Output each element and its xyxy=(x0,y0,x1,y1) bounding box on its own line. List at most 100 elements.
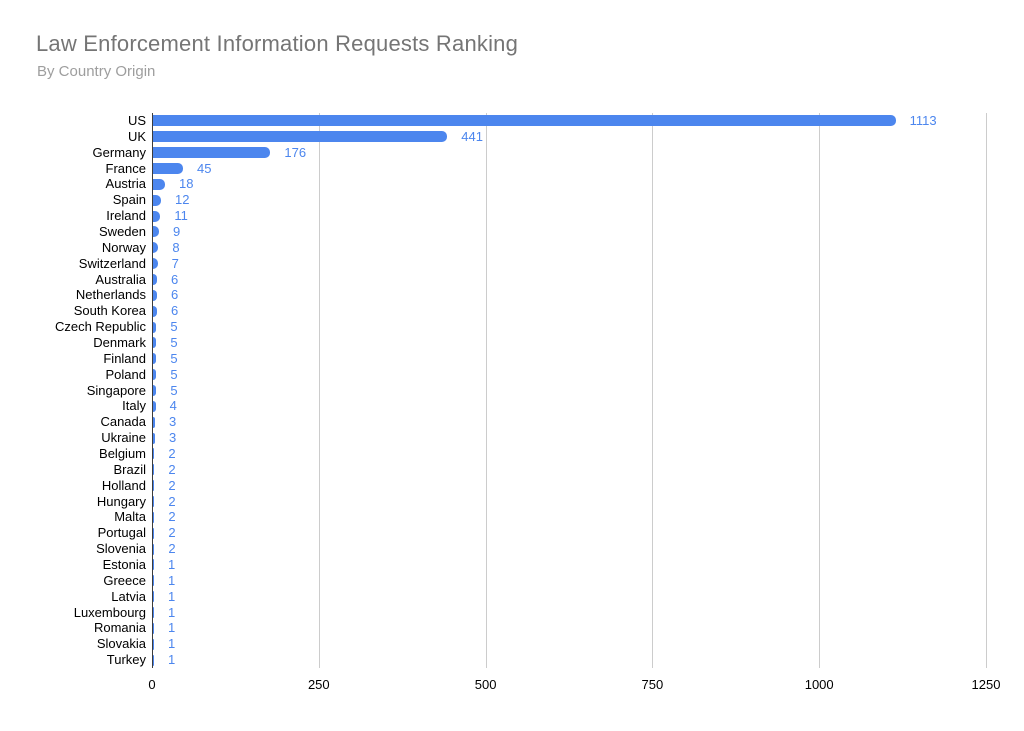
category-label: Singapore xyxy=(86,382,146,398)
bar xyxy=(153,448,155,460)
category-label: Portugal xyxy=(97,525,146,541)
category-label: Switzerland xyxy=(78,255,146,271)
bar xyxy=(153,242,159,254)
category-label: Ukraine xyxy=(101,430,146,446)
bar xyxy=(153,115,896,127)
value-label: 5 xyxy=(170,366,178,382)
category-label: Latvia xyxy=(111,588,146,604)
chart-title: Law Enforcement Information Requests Ran… xyxy=(36,31,519,56)
value-label: 1 xyxy=(168,620,176,636)
bar xyxy=(153,416,155,428)
value-label: 1 xyxy=(168,572,176,588)
bar xyxy=(153,210,161,222)
category-label: Netherlands xyxy=(75,287,146,303)
bar xyxy=(153,511,155,523)
category-label: Brazil xyxy=(113,461,146,477)
bar xyxy=(153,496,155,507)
value-label: 9 xyxy=(173,223,181,239)
category-label: Ireland xyxy=(106,208,146,224)
bar xyxy=(153,480,155,492)
category-label: Australia xyxy=(95,271,146,287)
value-label: 1 xyxy=(168,636,176,652)
x-gridline xyxy=(819,113,821,668)
bar xyxy=(153,575,154,587)
value-label: 3 xyxy=(169,414,177,430)
category-label: Czech Republic xyxy=(54,319,146,335)
category-label: Hungary xyxy=(96,493,146,509)
bar xyxy=(153,638,154,650)
bar xyxy=(153,385,157,396)
x-axis-tick-label: 750 xyxy=(641,677,664,692)
bar xyxy=(153,464,155,476)
value-label: 2 xyxy=(168,509,176,525)
value-label: 4 xyxy=(169,398,177,414)
bar xyxy=(153,258,158,270)
value-label: 2 xyxy=(168,525,176,541)
category-label: UK xyxy=(127,128,146,144)
value-label: 1 xyxy=(168,604,176,620)
value-label: 5 xyxy=(170,382,178,398)
bar xyxy=(153,194,161,206)
category-label: Turkey xyxy=(106,652,146,668)
x-axis-tick-label: 1250 xyxy=(971,677,1001,692)
category-label: Slovakia xyxy=(96,636,146,652)
bar xyxy=(153,559,154,571)
value-label: 5 xyxy=(170,319,178,335)
category-label: Slovenia xyxy=(96,541,146,557)
category-label: France xyxy=(105,160,146,176)
value-label: 12 xyxy=(175,192,190,208)
value-label: 8 xyxy=(172,239,180,255)
y-axis-line xyxy=(152,113,153,668)
category-label: Germany xyxy=(92,144,146,160)
category-label: Italy xyxy=(122,398,146,414)
category-label: Canada xyxy=(100,414,146,430)
bar xyxy=(153,289,157,301)
value-label: 45 xyxy=(197,160,212,176)
bar xyxy=(153,178,165,190)
bar xyxy=(153,622,154,634)
category-label: US xyxy=(127,112,146,128)
x-axis-tick-label: 0 xyxy=(148,677,156,692)
value-label: 3 xyxy=(169,430,177,446)
bar xyxy=(153,305,157,317)
value-label: 7 xyxy=(171,255,179,271)
category-label: Spain xyxy=(112,192,146,208)
category-label: Greece xyxy=(103,572,146,588)
bar xyxy=(153,607,154,618)
bar xyxy=(153,543,155,555)
x-axis-tick-label: 500 xyxy=(474,677,497,692)
value-label: 2 xyxy=(168,445,176,461)
value-label: 6 xyxy=(171,303,179,319)
x-gridline xyxy=(652,113,654,668)
bar xyxy=(153,400,156,412)
bar xyxy=(153,321,157,333)
category-label: Sweden xyxy=(99,223,146,239)
chart-subtitle: By Country Origin xyxy=(37,63,156,80)
value-label: 176 xyxy=(284,144,307,160)
category-label: Poland xyxy=(105,366,146,382)
value-label: 441 xyxy=(461,128,483,144)
value-label: 11 xyxy=(174,208,188,224)
category-label: Romania xyxy=(93,620,146,636)
x-gridline xyxy=(485,113,487,668)
bar xyxy=(153,654,154,666)
value-label: 2 xyxy=(168,477,176,493)
value-label: 1 xyxy=(168,652,176,668)
bar xyxy=(153,527,155,539)
x-axis-tick-label: 250 xyxy=(307,677,330,692)
value-label: 1113 xyxy=(909,112,937,128)
category-label: Denmark xyxy=(93,334,146,350)
bar xyxy=(153,369,157,381)
value-label: 2 xyxy=(168,541,176,557)
bar xyxy=(153,432,155,444)
bar xyxy=(153,274,157,285)
category-label: Estonia xyxy=(102,556,146,572)
x-gridline xyxy=(318,113,320,668)
category-label: Austria xyxy=(105,176,146,192)
value-label: 6 xyxy=(171,287,179,303)
value-label: 5 xyxy=(170,334,178,350)
bar xyxy=(153,226,159,238)
value-label: 5 xyxy=(170,350,178,366)
x-axis-tick-label: 1000 xyxy=(804,677,834,692)
